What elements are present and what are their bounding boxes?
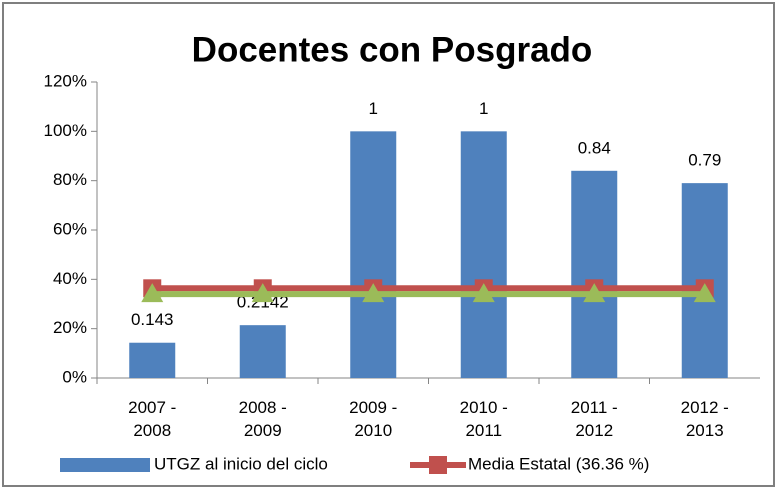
data-label: 0.2142 (237, 293, 289, 312)
chart-title: Docentes con Posgrado (192, 30, 593, 69)
legend-label: UTGZ al inicio del ciclo (154, 454, 328, 473)
marker (429, 456, 447, 474)
y-tick-label: 120% (44, 71, 87, 90)
x-tick-label: 2010 - 2011 (459, 398, 508, 440)
bar (460, 131, 507, 378)
data-label: 0.79 (688, 151, 721, 170)
bar (350, 131, 397, 378)
y-tick-label: 100% (44, 121, 87, 140)
x-tick-label: 2011 - 2012 (570, 398, 618, 440)
marker (583, 283, 606, 303)
bar (239, 325, 286, 378)
y-tick-label: 20% (53, 318, 87, 337)
y-tick-label: 40% (53, 269, 87, 288)
x-tick-label: 2008 - 2009 (238, 398, 287, 440)
x-tick-label: 2012 - 2013 (680, 398, 729, 440)
y-tick-label: 60% (53, 219, 87, 238)
data-label: 1 (479, 99, 488, 118)
bar (129, 342, 176, 378)
marker (141, 283, 164, 303)
y-tick-label: 0% (62, 367, 87, 386)
marker (472, 283, 495, 303)
y-tick-label: 80% (53, 170, 87, 189)
data-label: 0.143 (131, 310, 174, 329)
marker (251, 283, 274, 303)
legend-swatch (60, 458, 150, 472)
marker (693, 283, 716, 303)
data-label: 1 (369, 99, 378, 118)
legend-label: Media Estatal (36.36 %) (468, 454, 649, 473)
x-tick-label: 2009 - 2010 (349, 398, 398, 440)
data-label: 0.84 (578, 138, 611, 157)
x-tick-label: 2007 - 2008 (128, 398, 177, 440)
bar (571, 170, 618, 378)
marker (362, 283, 385, 303)
